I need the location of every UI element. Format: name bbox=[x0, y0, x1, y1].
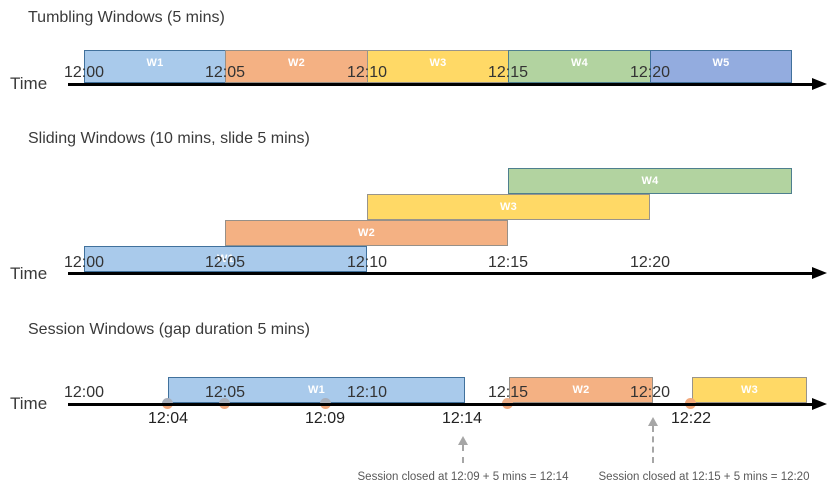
tick-label: 12:15 bbox=[487, 254, 529, 271]
tick-label: 12:20 bbox=[629, 254, 671, 271]
tick-label: 12:15 bbox=[487, 64, 529, 81]
tick-label: 12:15 bbox=[487, 384, 529, 401]
time-axis-label-sliding: Time bbox=[10, 264, 48, 283]
window-label: W3 bbox=[429, 57, 447, 69]
window-label: W3 bbox=[499, 201, 518, 213]
window-session-w1: W1 bbox=[168, 377, 465, 403]
tick-label: 12:00 bbox=[63, 64, 105, 81]
event-time-label: 12:22 bbox=[670, 410, 712, 427]
timeline-sliding bbox=[68, 272, 813, 275]
window-sliding-w1: W1 bbox=[84, 246, 367, 272]
window-label: W1 bbox=[307, 384, 326, 396]
window-label: W5 bbox=[712, 57, 730, 69]
tick-label: 12:00 bbox=[63, 254, 105, 271]
session-close-annotation-2: Session closed at 12:15 + 5 mins = 12:20 bbox=[598, 471, 810, 483]
tick-label: 12:10 bbox=[346, 254, 388, 271]
dashed-arrow-line bbox=[462, 445, 464, 463]
time-axis-label-session: Time bbox=[10, 394, 48, 413]
window-tumbling-w1: W1 bbox=[84, 50, 226, 83]
window-sliding-w2: W2 bbox=[225, 220, 508, 246]
window-label: W2 bbox=[572, 384, 590, 396]
window-label: W3 bbox=[740, 384, 759, 396]
time-axis-label-tumbling: Time bbox=[10, 74, 48, 93]
session-close-time-label: 12:14 bbox=[441, 410, 483, 427]
window-label: W2 bbox=[357, 227, 376, 239]
window-session-w2: W2 bbox=[509, 377, 653, 403]
tick-label: 12:20 bbox=[629, 384, 671, 401]
window-tumbling-w5: W5 bbox=[650, 50, 792, 83]
event-time-label: 12:09 bbox=[304, 410, 346, 427]
timeline-arrow-icon-sliding bbox=[812, 267, 827, 279]
window-label: W1 bbox=[216, 253, 235, 265]
window-sliding-w3: W3 bbox=[367, 194, 650, 220]
dashed-arrow-up-icon bbox=[458, 436, 468, 445]
window-sliding-w4: W4 bbox=[508, 168, 792, 194]
window-label: W2 bbox=[287, 57, 306, 69]
event-time-label: 12:04 bbox=[147, 410, 189, 427]
tick-label: 12:05 bbox=[204, 384, 246, 401]
window-label: W4 bbox=[570, 57, 589, 69]
window-tumbling-w3: W3 bbox=[367, 50, 509, 83]
section-title-tumbling: Tumbling Windows (5 mins) bbox=[28, 9, 225, 26]
dashed-arrow-up-icon bbox=[648, 417, 658, 426]
session-close-annotation-1: Session closed at 12:09 + 5 mins = 12:14 bbox=[357, 471, 569, 483]
timeline-tumbling bbox=[68, 83, 813, 86]
dashed-arrow-line bbox=[652, 426, 654, 463]
tick-label: 12:20 bbox=[629, 64, 671, 81]
tick-label: 12:00 bbox=[63, 384, 105, 401]
window-tumbling-w4: W4 bbox=[508, 50, 651, 83]
timeline-session bbox=[68, 403, 813, 406]
tick-label: 12:05 bbox=[204, 64, 246, 81]
tick-label: 12:10 bbox=[346, 64, 388, 81]
window-label: W4 bbox=[641, 175, 659, 187]
section-title-sliding: Sliding Windows (10 mins, slide 5 mins) bbox=[28, 130, 310, 147]
window-session-w3: W3 bbox=[692, 377, 807, 403]
window-label: W1 bbox=[146, 57, 164, 69]
timeline-arrow-icon-tumbling bbox=[812, 78, 827, 90]
section-title-session: Session Windows (gap duration 5 mins) bbox=[28, 321, 310, 338]
tick-label: 12:05 bbox=[204, 254, 246, 271]
tick-label: 12:10 bbox=[346, 384, 388, 401]
window-tumbling-w2: W2 bbox=[225, 50, 368, 83]
timeline-arrow-icon-session bbox=[812, 398, 827, 410]
